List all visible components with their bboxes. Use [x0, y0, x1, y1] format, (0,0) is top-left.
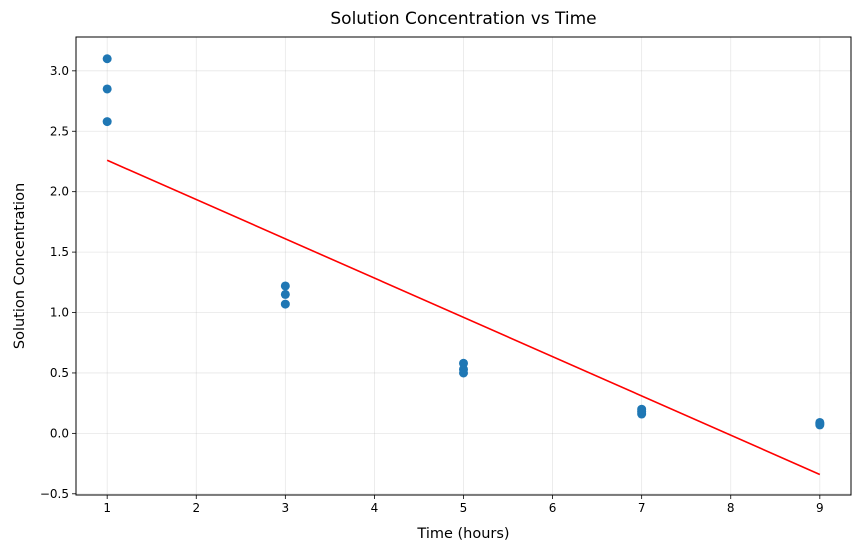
grid-layer [76, 37, 851, 495]
x-tick-label: 8 [727, 501, 735, 515]
data-point [637, 409, 647, 419]
x-tick-label: 1 [103, 501, 111, 515]
x-tick-label: 5 [460, 501, 468, 515]
x-axis-label: Time (hours) [416, 526, 509, 542]
y-tick-label: 1.5 [50, 245, 69, 259]
y-tick-label: 3.0 [50, 64, 69, 78]
data-point [102, 117, 112, 127]
data-point [102, 84, 112, 94]
data-point [815, 420, 825, 430]
chart-title: Solution Concentration vs Time [330, 9, 596, 29]
y-tick-label: 1.0 [50, 306, 69, 320]
trend-line [106, 159, 821, 476]
y-tick-label: 0.0 [50, 426, 69, 440]
y-tick-label: −0.5 [40, 487, 69, 501]
y-tick-label: 2.0 [50, 185, 69, 199]
x-tick-label: 6 [549, 501, 557, 515]
data-point [102, 54, 112, 64]
y-tick-label: 0.5 [50, 366, 69, 380]
x-tick-label: 2 [192, 501, 200, 515]
y-axis-label: Solution Concentration [12, 183, 28, 349]
y-tick-label: 2.5 [50, 124, 69, 138]
x-tick-label: 7 [638, 501, 646, 515]
plot-layer [102, 54, 825, 476]
data-point [280, 289, 290, 299]
x-tick-label: 9 [816, 501, 824, 515]
x-tick-label: 4 [371, 501, 379, 515]
data-point [459, 368, 468, 378]
x-tick-label: 3 [282, 501, 290, 515]
data-point [280, 281, 290, 291]
data-point [280, 299, 290, 309]
tick-layer: 1 2 3 4 5 6 7 8 9 −0.5 0.0 0.5 1.0 1.5 2.0 2.5 3.0 [40, 64, 824, 515]
